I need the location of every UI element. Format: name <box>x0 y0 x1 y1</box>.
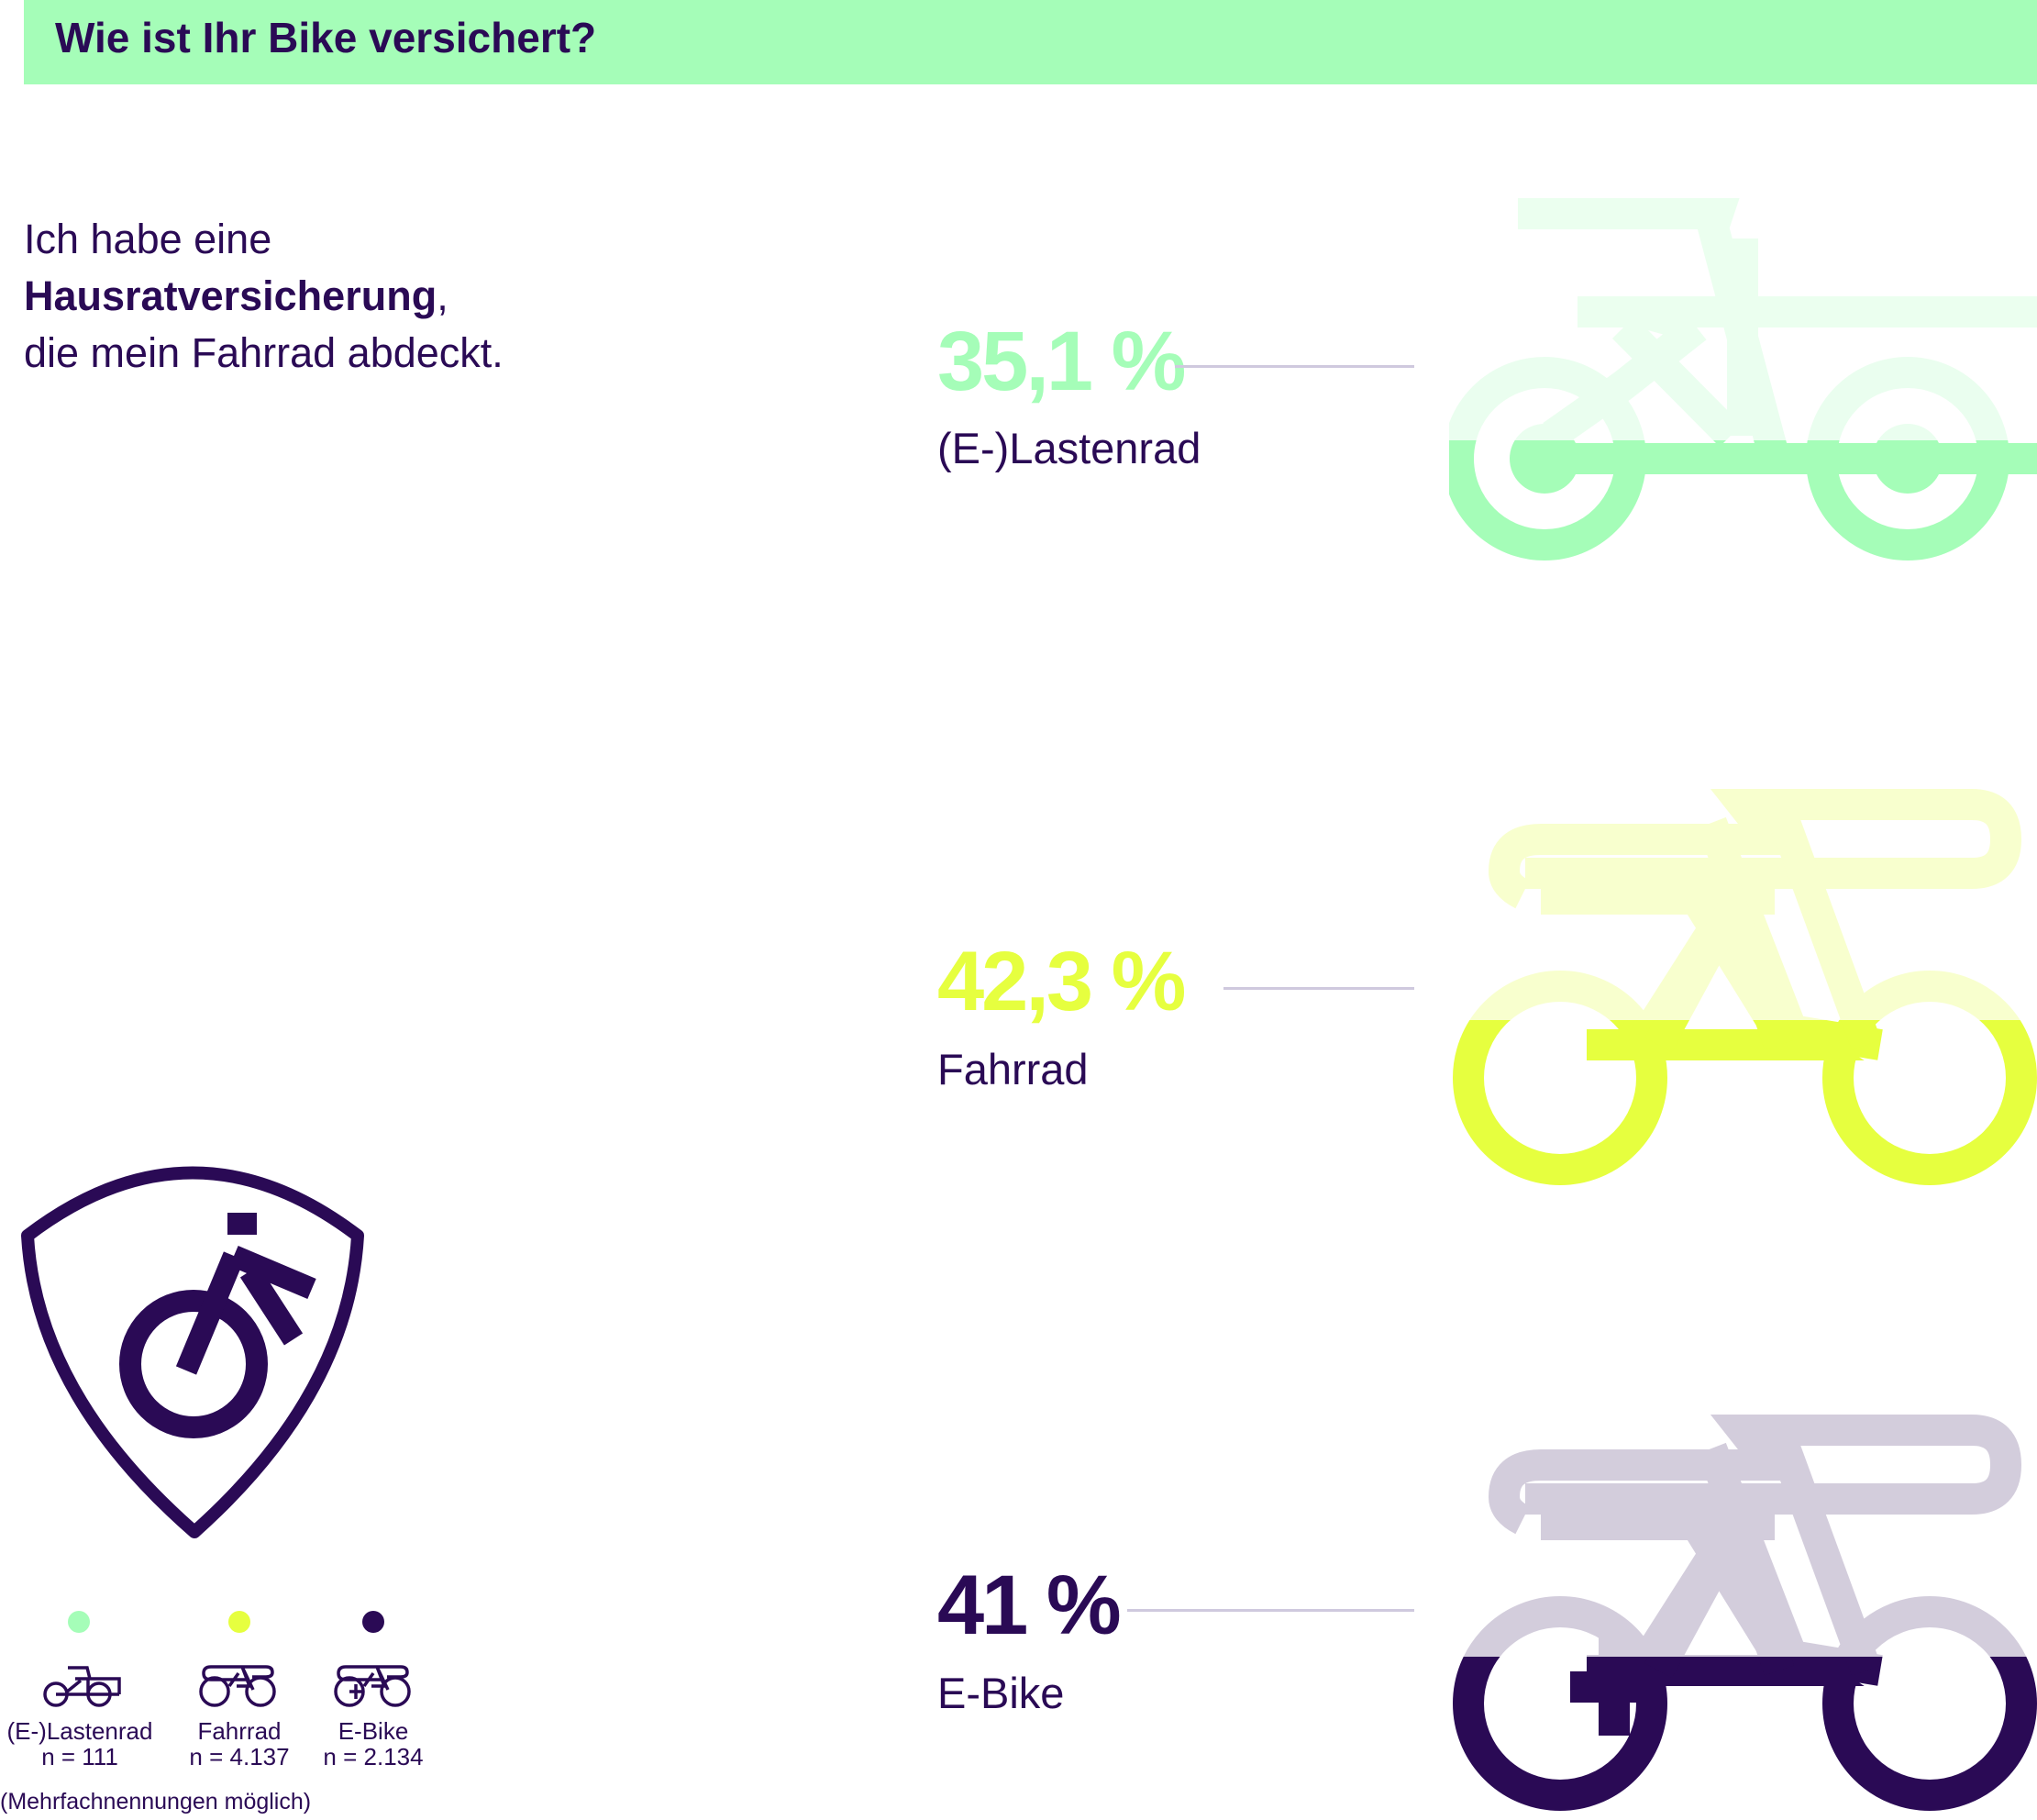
legend-e-bike-icon <box>334 1665 411 1707</box>
legend-n-fahrrad: n = 4.137 <box>189 1743 290 1770</box>
question-text: Ich habe eine Hausratversicherung, die m… <box>24 211 504 382</box>
question-bold: Hausratversicherung <box>24 272 437 319</box>
question-line-3: die mein Fahrrad abdeckt. <box>24 329 504 376</box>
legend-n-ebike: n = 2.134 <box>323 1743 424 1770</box>
legend-bicycle-icon <box>199 1665 276 1707</box>
value-label-fahrrad: 42,3 % <box>937 935 1186 1028</box>
value-label-ebike: 41 % <box>937 1559 1122 1652</box>
legend-cargo-bike-icon <box>43 1666 121 1707</box>
legend-item-lastenrad: (E-)Lastenrad n = 111 <box>0 1718 172 1770</box>
legend-item-ebike: E-Bike n = 2.134 <box>282 1718 465 1770</box>
category-label-ebike: E-Bike <box>937 1669 1065 1717</box>
legend-label-lastenrad: (E-)Lastenrad <box>6 1717 153 1745</box>
legend-dot-fahrrad <box>228 1611 250 1633</box>
value-label-lastenrad: 35,1 % <box>937 315 1186 408</box>
leader-line-fahrrad <box>1223 987 1414 990</box>
legend-label-fahrrad: Fahrrad <box>197 1717 282 1745</box>
legend-n-lastenrad: n = 111 <box>41 1743 118 1770</box>
e-bike-icon <box>1468 1430 2021 1795</box>
category-label-fahrrad: Fahrrad <box>937 1045 1089 1093</box>
question-line-1: Ich habe eine <box>24 216 272 262</box>
footnote: (Mehrfachnennungen möglich) <box>0 1789 312 1814</box>
page-title: Wie ist Ihr Bike versichert? <box>55 14 597 61</box>
question-comma: , <box>437 272 448 319</box>
leader-line-lastenrad <box>1175 365 1414 368</box>
leader-line-ebike <box>1127 1609 1414 1612</box>
shield-bicycle-icon <box>21 1166 364 1538</box>
legend-label-ebike: E-Bike <box>338 1717 409 1745</box>
question-line-2: Hausratversicherung, <box>24 268 504 325</box>
header-bar: Wie ist Ihr Bike versichert? <box>24 0 2037 84</box>
legend-item-fahrrad: Fahrrad n = 4.137 <box>148 1718 331 1770</box>
legend-dot-ebike <box>362 1611 384 1633</box>
legend-dot-lastenrad <box>68 1611 90 1633</box>
category-label-lastenrad: (E-)Lastenrad <box>937 424 1201 472</box>
